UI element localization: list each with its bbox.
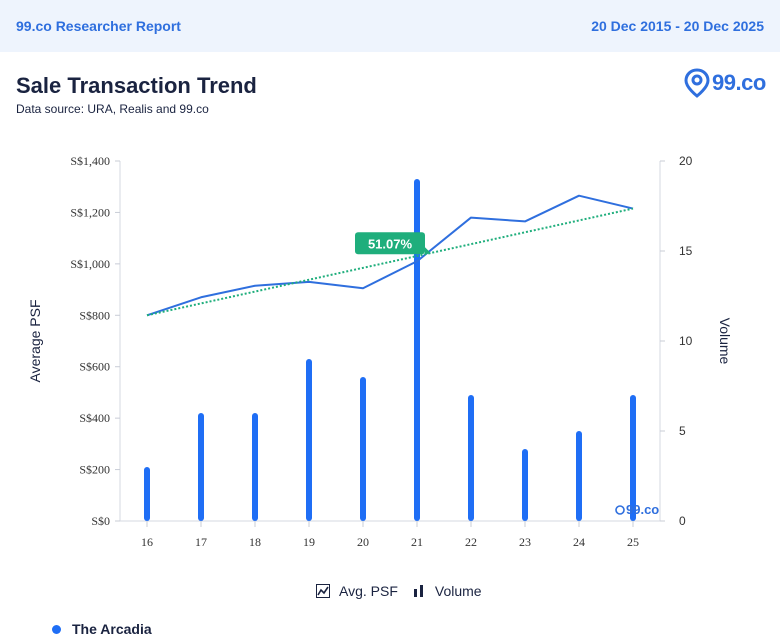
trend-line bbox=[146, 207, 634, 317]
left-tick-label: S$1,000 bbox=[70, 257, 110, 271]
volume-bar bbox=[630, 395, 636, 521]
bar-chart-icon bbox=[413, 585, 423, 597]
legend-item-psf[interactable]: Avg. PSF bbox=[316, 583, 398, 599]
right-tick-label: 10 bbox=[679, 334, 693, 348]
volume-bar bbox=[468, 395, 474, 521]
data-source: Data source: URA, Realis and 99.co bbox=[16, 102, 209, 116]
volume-bar bbox=[360, 377, 366, 521]
x-tick-label: 24 bbox=[573, 535, 585, 549]
watermark-pin-icon bbox=[615, 505, 625, 515]
volume-bar bbox=[144, 467, 150, 521]
report-header: 99.co Researcher Report 20 Dec 2015 - 20… bbox=[0, 0, 780, 52]
left-tick-label: S$600 bbox=[79, 360, 110, 374]
project-name: The Arcadia bbox=[72, 621, 152, 637]
x-tick-label: 16 bbox=[141, 535, 153, 549]
annotation-layer: 51.07% 99.co bbox=[355, 232, 659, 517]
growth-badge-pointer bbox=[425, 247, 431, 255]
project-dot bbox=[52, 624, 61, 634]
right-axis-title: Volume bbox=[717, 318, 733, 365]
page-title: Sale Transaction Trend bbox=[16, 73, 257, 98]
volume-bar bbox=[522, 449, 528, 521]
growth-badge bbox=[355, 232, 425, 255]
x-tick-label: 23 bbox=[519, 535, 531, 549]
watermark-logo-text: 99.co bbox=[626, 502, 659, 517]
volume-bars bbox=[144, 179, 636, 521]
right-tick-label: 15 bbox=[679, 244, 693, 258]
psf-line bbox=[146, 194, 634, 317]
legend-psf-label: Avg. PSF bbox=[339, 583, 398, 599]
sale-transaction-chart: S$0 S$200 S$400 S$600 S$800 S$1,000 S$1,200 S$1… bbox=[27, 154, 733, 549]
logo-text: 99.co bbox=[712, 70, 766, 95]
x-tick-label: 21 bbox=[411, 535, 423, 549]
left-tick-label: S$0 bbox=[91, 514, 110, 528]
right-tick-label: 5 bbox=[679, 424, 686, 438]
x-tick-label: 22 bbox=[465, 535, 477, 549]
psf-lines bbox=[146, 194, 634, 317]
axis-labels: S$0 S$200 S$400 S$600 S$800 S$1,000 S$1,200 S$1… bbox=[27, 154, 733, 549]
project-legend-item[interactable]: The Arcadia bbox=[52, 621, 152, 637]
volume-bar bbox=[306, 359, 312, 521]
left-tick-label: S$1,200 bbox=[70, 205, 110, 219]
brand-logo: 99.co bbox=[684, 68, 770, 100]
left-tick-label: S$800 bbox=[79, 308, 110, 322]
left-tick-label: S$200 bbox=[79, 463, 110, 477]
chart-legend: Avg. PSF Volume bbox=[316, 581, 496, 601]
legend-item-volume[interactable]: Volume bbox=[412, 583, 482, 599]
volume-bar bbox=[576, 431, 582, 521]
x-tick-label: 17 bbox=[195, 535, 207, 549]
line-chart-icon bbox=[316, 584, 330, 598]
report-brand: 99.co Researcher Report bbox=[16, 18, 181, 34]
x-tick-label: 19 bbox=[303, 535, 315, 549]
x-tick-label: 25 bbox=[627, 535, 639, 549]
left-axis-title: Average PSF bbox=[27, 299, 43, 382]
location-pin-icon bbox=[684, 68, 710, 98]
legend-volume-label: Volume bbox=[434, 583, 482, 599]
left-tick-label: S$1,400 bbox=[70, 154, 110, 168]
date-range: 20 Dec 2015 - 20 Dec 2025 bbox=[591, 18, 764, 34]
grid-layer bbox=[115, 160, 665, 527]
growth-badge-label: 51.07% bbox=[368, 236, 413, 251]
volume-bar bbox=[252, 413, 258, 521]
volume-bar bbox=[414, 179, 420, 521]
left-tick-label: S$400 bbox=[79, 411, 110, 425]
x-tick-label: 20 bbox=[357, 535, 369, 549]
volume-bar bbox=[198, 413, 204, 521]
x-tick-label: 18 bbox=[249, 535, 261, 549]
right-tick-label: 0 bbox=[679, 514, 686, 528]
right-tick-label: 20 bbox=[679, 154, 693, 168]
